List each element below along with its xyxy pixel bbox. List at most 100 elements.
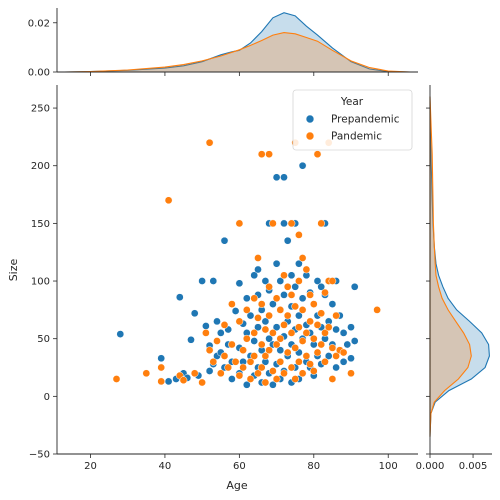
data-point xyxy=(280,219,288,228)
data-point xyxy=(239,363,247,372)
data-point xyxy=(298,161,307,170)
data-point xyxy=(272,323,281,332)
data-point xyxy=(295,231,303,239)
data-point xyxy=(239,346,247,355)
data-point xyxy=(175,293,184,302)
data-point xyxy=(272,294,281,303)
data-point xyxy=(246,311,255,320)
right-x-tick-label: 0.005 xyxy=(459,461,488,472)
data-point xyxy=(298,294,307,303)
data-point xyxy=(347,323,355,332)
data-point xyxy=(250,337,259,345)
data-point xyxy=(261,352,270,360)
right-x-tick-label: 0.000 xyxy=(416,461,445,472)
data-point xyxy=(291,375,300,383)
data-point xyxy=(261,325,270,334)
x-tick-label: 80 xyxy=(307,461,320,472)
data-point xyxy=(339,329,348,337)
data-point xyxy=(250,329,259,337)
data-point xyxy=(373,306,381,314)
data-point xyxy=(198,378,206,387)
kde-top-prepandemic xyxy=(64,12,411,73)
legend-frame xyxy=(292,89,413,151)
legend-marker-pandemic xyxy=(305,131,315,141)
right-marginal-kde: 0.000 0.005 xyxy=(416,85,492,472)
data-point xyxy=(306,291,314,299)
x-tick-label: 100 xyxy=(379,461,398,472)
y-tick-label: −50 xyxy=(29,450,50,461)
legend-entry-prepandemic: Prepandemic xyxy=(331,114,400,126)
data-point xyxy=(276,277,285,285)
data-point xyxy=(295,311,303,320)
data-point xyxy=(332,325,340,334)
data-point xyxy=(257,150,266,159)
data-point xyxy=(254,323,262,332)
y-tick-label: 0 xyxy=(44,392,50,403)
data-point xyxy=(205,367,214,375)
data-point xyxy=(317,219,326,228)
x-tick-label: 20 xyxy=(84,461,97,472)
data-point xyxy=(190,309,199,318)
data-point xyxy=(235,219,244,228)
data-point xyxy=(350,337,359,345)
data-point xyxy=(283,311,292,320)
data-point xyxy=(347,369,355,378)
data-point xyxy=(280,173,288,182)
data-point xyxy=(228,375,236,383)
data-point xyxy=(216,369,225,378)
data-point xyxy=(231,307,240,315)
data-point xyxy=(272,340,281,349)
data-point xyxy=(287,329,296,337)
data-point xyxy=(157,377,166,386)
data-point xyxy=(228,340,236,349)
legend-marker-prepandemic xyxy=(305,114,315,124)
scatter-points xyxy=(112,138,381,389)
data-point xyxy=(306,317,314,326)
data-point xyxy=(157,354,166,363)
data-point xyxy=(209,357,218,366)
data-point xyxy=(257,300,266,308)
data-point xyxy=(298,254,307,262)
data-point xyxy=(269,367,277,375)
data-point xyxy=(332,352,340,360)
data-point xyxy=(280,291,288,299)
y-tick-label: 100 xyxy=(31,277,50,288)
data-point xyxy=(257,340,266,349)
data-point xyxy=(254,265,262,274)
data-point xyxy=(298,306,307,314)
data-point xyxy=(313,348,322,357)
data-point xyxy=(187,335,195,344)
data-point xyxy=(220,236,229,245)
main-axes: 20 40 60 80 100 −50 0 50 100 150 200 250 xyxy=(29,85,418,472)
data-point xyxy=(220,352,229,360)
data-point xyxy=(213,317,221,326)
data-point xyxy=(350,282,359,291)
data-point xyxy=(272,259,281,268)
data-point xyxy=(283,282,292,291)
data-point xyxy=(280,321,288,329)
data-point xyxy=(287,363,296,372)
data-point xyxy=(202,322,210,330)
data-point xyxy=(164,196,173,205)
data-point xyxy=(265,282,273,291)
data-point xyxy=(116,330,125,338)
data-point xyxy=(235,279,244,288)
data-point xyxy=(190,369,199,378)
data-point xyxy=(291,344,300,352)
data-point xyxy=(216,329,225,337)
top-y-tick-label: 0.02 xyxy=(28,18,50,29)
data-point xyxy=(272,173,281,182)
data-point xyxy=(287,219,296,228)
scatter-panel: 20 40 60 80 100 −50 0 50 100 150 200 250 xyxy=(29,85,418,472)
data-point xyxy=(272,375,281,383)
kde-right-pandemic xyxy=(429,96,472,437)
data-point xyxy=(287,271,296,280)
x-tick-label: 40 xyxy=(159,461,172,472)
y-axis-label: Size xyxy=(7,258,20,281)
data-point xyxy=(213,337,221,345)
data-point xyxy=(235,371,244,380)
data-point xyxy=(313,321,322,329)
data-point xyxy=(313,277,322,285)
data-point xyxy=(179,376,188,385)
